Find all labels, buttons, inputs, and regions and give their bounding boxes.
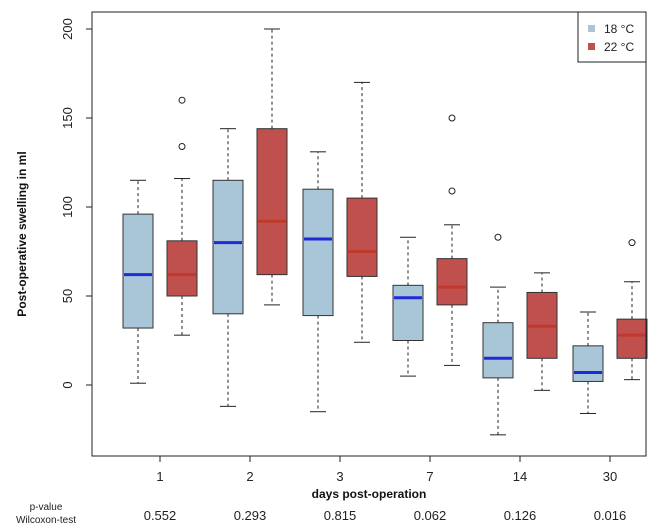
- box-iqr: [122, 213, 154, 329]
- outlier-point: [178, 96, 186, 104]
- legend-swatch: [588, 43, 595, 50]
- legend-swatch: [588, 25, 595, 32]
- legend-box: [577, 11, 647, 63]
- pvalue-day-14: 0.126: [504, 508, 537, 523]
- box-22c-day-30: [616, 239, 648, 381]
- pvalue-day-3: 0.815: [324, 508, 357, 523]
- pvalue-day-1: 0.552: [144, 508, 177, 523]
- box-18c-day-2: [212, 128, 244, 407]
- box-iqr: [482, 322, 514, 379]
- box-iqr: [212, 179, 244, 315]
- box-iqr: [302, 188, 334, 317]
- box-iqr: [346, 197, 378, 277]
- outlier-point: [494, 233, 502, 241]
- pvalue-row: p-value Wilcoxon-test 0.552 0.293 0.815 0.062…: [16, 502, 626, 526]
- legend-label: 22 °C: [604, 40, 634, 54]
- y-tick-label: 0: [60, 381, 75, 388]
- box-iqr: [616, 318, 648, 359]
- boxes-layer: [122, 28, 648, 436]
- box-22c-day-2: [256, 28, 288, 306]
- axes-layer: 0 50 100 150 200 1 2 3 7 14 30 days post-operation P…: [15, 11, 647, 501]
- plot-frame: [91, 11, 647, 457]
- box-iqr: [166, 240, 198, 297]
- y-axis-title: Post-operative swelling in ml: [15, 151, 29, 316]
- box-iqr: [436, 258, 468, 306]
- outlier-point: [448, 114, 456, 122]
- box-22c-day-1: [166, 96, 198, 336]
- outlier-point: [448, 187, 456, 195]
- box-18c-day-14: [482, 233, 514, 436]
- outlier-point: [178, 142, 186, 150]
- y-tick-label: 50: [60, 289, 75, 303]
- box-iqr: [392, 284, 424, 342]
- box-iqr: [572, 345, 604, 382]
- box-18c-day-1: [122, 179, 154, 384]
- pvalue-day-2: 0.293: [234, 508, 267, 523]
- x-axis-title: days post-operation: [312, 487, 427, 501]
- box-iqr: [256, 128, 288, 276]
- box-18c-day-7: [392, 236, 424, 377]
- box-22c-day-7: [436, 114, 468, 366]
- legend: 18 °C 22 °C: [577, 11, 647, 63]
- y-tick-label: 200: [60, 18, 75, 40]
- box-18c-day-3: [302, 151, 334, 413]
- y-tick-label: 150: [60, 107, 75, 129]
- pvalue-test-label: Wilcoxon-test: [16, 515, 76, 526]
- x-tick-label: 30: [603, 469, 617, 484]
- y-tick-label: 100: [60, 196, 75, 218]
- pvalue-day-7: 0.062: [414, 508, 447, 523]
- box-18c-day-30: [572, 311, 604, 414]
- pvalue-day-30: 0.016: [594, 508, 627, 523]
- box-22c-day-14: [526, 272, 558, 391]
- x-tick-label: 7: [426, 469, 433, 484]
- box-22c-day-3: [346, 81, 378, 343]
- x-tick-label: 1: [156, 469, 163, 484]
- x-tick-label: 14: [513, 469, 527, 484]
- x-tick-label: 2: [246, 469, 253, 484]
- pvalue-label: p-value: [30, 502, 63, 513]
- outlier-point: [628, 239, 636, 247]
- legend-label: 18 °C: [604, 22, 634, 36]
- x-tick-label: 3: [336, 469, 343, 484]
